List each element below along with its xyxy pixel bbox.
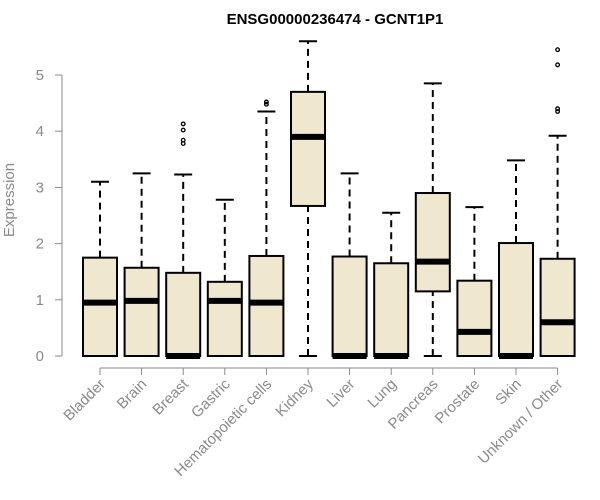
- y-tick-label-5: 5: [36, 67, 44, 84]
- x-tick-label: Prostate: [432, 376, 484, 428]
- outlier-point: [180, 127, 186, 133]
- x-tick-label: Liver: [323, 376, 358, 411]
- box-skin: [498, 159, 534, 359]
- box-lung: [373, 211, 410, 359]
- box-gastric: [206, 198, 243, 358]
- outlier-point: [263, 99, 269, 105]
- iqr-box: [165, 271, 202, 358]
- outlier-point: [555, 106, 561, 112]
- y-tick-label-4: 4: [36, 123, 44, 140]
- y-axis-label: Expression: [1, 163, 18, 237]
- box-breast: [165, 121, 202, 359]
- y-tick-label-1: 1: [36, 292, 44, 309]
- box-hematopoietic-cells: [248, 99, 285, 358]
- box-brain: [123, 172, 160, 357]
- y-tick-label-0: 0: [36, 348, 44, 365]
- x-tick-label: Skin: [492, 376, 525, 409]
- y-tick-label-3: 3: [36, 179, 44, 196]
- outlier-point: [263, 101, 269, 107]
- iqr-box: [498, 242, 534, 357]
- iqr-box: [331, 255, 368, 357]
- y-axis: 0 1 2 3 4 5: [36, 67, 63, 365]
- chart-title: ENSG00000236474 - GCNT1P1: [227, 11, 444, 28]
- box-bladder: [82, 180, 118, 357]
- box-liver: [331, 172, 368, 359]
- box-kidney: [290, 40, 326, 357]
- iqr-box: [248, 254, 285, 358]
- iqr-box: [290, 90, 326, 207]
- iqr-box: [123, 266, 160, 357]
- box-pancreas: [414, 82, 451, 357]
- outlier-point: [180, 137, 186, 143]
- y-tick-label-2: 2: [36, 236, 44, 253]
- x-tick-label: Bladder: [60, 376, 109, 425]
- iqr-box: [456, 279, 493, 357]
- x-tick-label: Brain: [114, 376, 151, 413]
- iqr-box: [373, 262, 410, 357]
- outlier-point: [180, 121, 186, 127]
- box-prostate: [456, 206, 493, 357]
- box-series: [82, 40, 576, 359]
- x-tick-label: Kidney: [272, 375, 317, 420]
- box-unknown-other: [539, 47, 576, 357]
- outlier-point: [555, 62, 561, 68]
- x-tick-label: Breast: [149, 375, 192, 418]
- iqr-box: [414, 192, 451, 293]
- iqr-box: [82, 256, 118, 357]
- x-tick-label: Lung: [364, 376, 400, 412]
- iqr-box: [206, 280, 243, 358]
- outlier-point: [555, 47, 561, 53]
- iqr-box: [539, 257, 576, 357]
- outlier-point: [555, 109, 561, 114]
